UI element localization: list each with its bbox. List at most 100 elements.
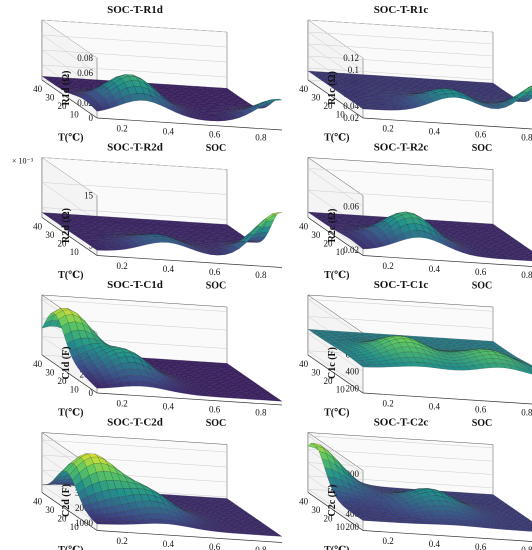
temp-axis-label: T(℃) <box>324 132 349 143</box>
soc-tick-label: 0.4 <box>429 127 441 137</box>
surface-cell <box>528 85 532 88</box>
z-tick-label: 0 <box>89 388 94 398</box>
temp-tick-label: 30 <box>45 368 55 378</box>
soc-tick-label: 0.4 <box>163 127 175 137</box>
z-axis-label: C2c (F) <box>327 485 338 517</box>
soc-tick-label: 0.4 <box>429 264 441 274</box>
z-gridline <box>41 157 228 196</box>
surface-cell <box>523 86 532 93</box>
surface-panel: SOC-T-R2d510150.20.40.60.840302010SOCT(℃… <box>12 142 283 292</box>
soc-tick-label: 0.4 <box>429 539 441 549</box>
soc-tick-label: 0.8 <box>255 133 267 143</box>
panel-title: SOC-T-R2d <box>107 142 163 154</box>
soc-tick-label: 0.6 <box>209 542 221 550</box>
z-tick-label: 0.06 <box>343 201 359 211</box>
temp-tick-label: 10 <box>336 110 346 120</box>
surface-cell <box>272 98 283 101</box>
temp-axis-label: T(℃) <box>58 407 83 418</box>
soc-tick-label: 0.6 <box>475 130 487 140</box>
z-axis-label: C2d (F) <box>61 484 72 517</box>
soc-axis-label: SOC <box>472 418 493 429</box>
surface-mesh <box>307 70 532 111</box>
z-axis-label: C1c (F) <box>327 347 338 379</box>
soc-tick-label: 0.4 <box>429 402 441 412</box>
soc-tick-label: 0.4 <box>163 539 175 549</box>
surface-cell <box>524 95 532 99</box>
temp-tick-label: 10 <box>336 247 346 257</box>
temp-tick-label: 30 <box>45 230 55 240</box>
soc-tick-label: 0.6 <box>209 267 221 277</box>
temp-tick-label: 10 <box>336 385 346 395</box>
z-exponent-label: × 10⁻³ <box>12 157 34 166</box>
temp-tick-label: 40 <box>299 84 309 94</box>
soc-tick-label: 0.6 <box>475 542 487 550</box>
soc-tick-label: 0.8 <box>255 270 267 280</box>
z-axis-label: R2d (Ω) <box>61 208 72 243</box>
temp-tick-label: 40 <box>299 222 309 232</box>
soc-axis-label: SOC <box>206 143 227 154</box>
soc-axis-label: SOC <box>206 418 227 429</box>
soc-tick-label: 0.2 <box>383 536 394 546</box>
soc-tick-label: 0.2 <box>117 124 128 134</box>
panel-title: SOC-T-R1d <box>107 4 163 16</box>
soc-axis-line <box>96 117 283 131</box>
z-tick-label: 0.12 <box>343 53 359 63</box>
soc-axis-label: SOC <box>472 143 493 154</box>
soc-tick-label: 0.2 <box>383 124 394 134</box>
surface-panel: SOC-T-R1d00.020.040.060.080.20.40.60.840… <box>33 4 283 154</box>
z-axis-label: R1c (Ω) <box>327 71 338 105</box>
z-gridline <box>307 31 494 71</box>
surface-panel: SOC-T-C1c2004006008000.20.40.60.84030201… <box>299 279 532 429</box>
soc-axis-label: SOC <box>472 281 493 292</box>
panel-title: SOC-T-C1d <box>107 279 163 291</box>
soc-tick-label: 0.6 <box>475 405 487 415</box>
temp-tick-label: 10 <box>70 110 80 120</box>
z-axis-label: R1d (Ω) <box>61 71 72 106</box>
soc-tick-label: 0.2 <box>117 536 128 546</box>
temp-axis-label: T(℃) <box>324 545 349 550</box>
z-tick-label: 0.02 <box>77 98 93 108</box>
z-tick-label: 0.08 <box>77 53 93 63</box>
z-gridline <box>41 182 228 221</box>
surface-panel: SOC-T-C2c20040060080010000.20.40.60.8403… <box>299 417 532 550</box>
soc-tick-label: 0.2 <box>117 399 128 409</box>
soc-axis-label: SOC <box>206 281 227 292</box>
surface-mesh <box>41 74 283 122</box>
panel-title: SOC-T-C2c <box>374 417 429 429</box>
temp-tick-label: 30 <box>311 368 321 378</box>
temp-axis-label: T(℃) <box>58 132 83 143</box>
temp-tick-label: 10 <box>70 247 80 257</box>
temp-tick-label: 40 <box>33 84 43 94</box>
z-gridline <box>307 19 494 59</box>
temp-tick-label: 30 <box>45 93 55 103</box>
soc-tick-label: 0.8 <box>255 408 267 418</box>
temp-tick-label: 40 <box>33 497 43 507</box>
temp-axis-label: T(℃) <box>58 545 83 550</box>
panel-title: SOC-T-R2c <box>374 142 429 154</box>
temp-tick-label: 10 <box>336 522 346 532</box>
z-tick-label: 0.1 <box>348 65 359 75</box>
soc-tick-label: 0.8 <box>521 270 532 280</box>
temp-tick-label: 30 <box>311 230 321 240</box>
z-tick-label: 400 <box>346 367 360 377</box>
soc-tick-label: 0.8 <box>521 545 532 550</box>
surface-panel: SOC-T-R1c0.020.040.060.080.10.120.20.40.… <box>299 4 532 154</box>
soc-tick-label: 0.8 <box>521 133 532 143</box>
surface-panel: SOC-T-C2d10002000300040000.20.40.60.8403… <box>33 417 283 550</box>
z-axis-label: R2c (Ω) <box>327 209 338 243</box>
temp-axis-label: T(℃) <box>324 270 349 281</box>
temp-axis-label: T(℃) <box>324 407 349 418</box>
soc-axis-line <box>362 117 532 130</box>
soc-tick-label: 0.6 <box>209 405 221 415</box>
soc-tick-label: 0.8 <box>255 545 267 550</box>
temp-tick-label: 30 <box>45 505 55 515</box>
soc-tick-label: 0.4 <box>163 264 175 274</box>
z-gridline <box>41 19 228 59</box>
panel-title: SOC-T-C1c <box>374 279 429 291</box>
panel-title: SOC-T-R1c <box>374 4 429 16</box>
temp-tick-label: 30 <box>311 505 321 515</box>
temp-tick-label: 30 <box>311 93 321 103</box>
temp-tick-label: 40 <box>33 359 43 369</box>
soc-tick-label: 0.2 <box>117 261 128 271</box>
